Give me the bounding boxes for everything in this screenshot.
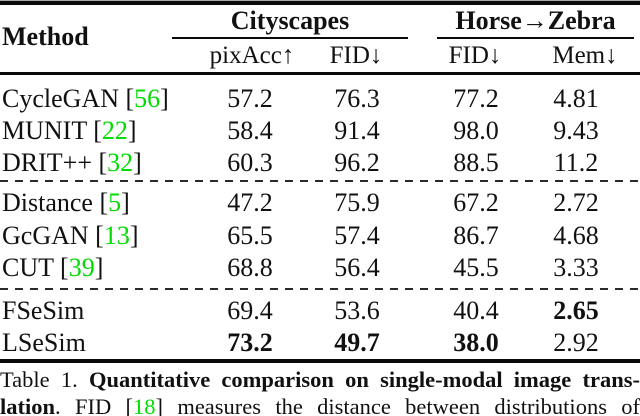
- table-caption: Table 1. Quantitative comparison on sing…: [0, 366, 640, 416]
- group-header-cityscapes: Cityscapes: [230, 6, 350, 35]
- pixacc-value: 65.5: [227, 221, 273, 250]
- column-header-mem: Mem↓: [552, 42, 618, 69]
- bracket-open: [: [91, 148, 108, 177]
- mem-value: 4.81: [553, 84, 599, 113]
- fid-cityscapes-value: 57.4: [334, 221, 380, 250]
- method-label: DRIT++: [2, 148, 92, 177]
- method-cell: DRIT++ [32]: [2, 148, 202, 178]
- column-header-fid-cityscapes: FID↓: [329, 42, 383, 69]
- pixacc-value: 73.2: [227, 328, 273, 357]
- method-label: MUNIT: [2, 116, 87, 145]
- mem-value: 4.68: [553, 221, 599, 250]
- method-label: CUT: [2, 253, 54, 282]
- fid-cityscapes-value: 53.6: [334, 296, 380, 325]
- fid-cityscapes-value: 49.7: [334, 328, 380, 357]
- table-row: CycleGAN [56] 57.2 76.3 77.2 4.81: [0, 84, 640, 114]
- fid-horse-zebra-value: 86.7: [453, 221, 499, 250]
- table-bottom-rule: [0, 359, 640, 363]
- table-row: CUT [39] 68.8 56.4 45.5 3.33: [0, 253, 640, 283]
- caption-title-part1: Quantitative comparison on single-modal …: [88, 367, 640, 392]
- mem-value: 9.43: [553, 116, 599, 145]
- pixacc-value: 69.4: [227, 296, 273, 325]
- column-header-fid-horse-zebra: FID↓: [448, 42, 502, 69]
- fid-cityscapes-value: 91.4: [334, 116, 380, 145]
- mem-value: 2.65: [553, 296, 599, 325]
- citation-link[interactable]: 5: [108, 188, 122, 217]
- caption-table-number: Table 1.: [0, 367, 89, 392]
- method-label: FSeSim: [2, 296, 85, 325]
- column-header-method: Method: [2, 22, 89, 51]
- method-cell: Distance [5]: [2, 188, 202, 218]
- caption-title-part2: lation: [0, 394, 56, 416]
- fid-horse-zebra-value: 88.5: [453, 148, 499, 177]
- method-cell: MUNIT [22]: [2, 116, 202, 146]
- group-header-horse-zebra: Horse→Zebra: [455, 6, 616, 35]
- table-row: LSeSim 73.2 49.7 38.0 2.92: [0, 328, 640, 358]
- caption-text: . FID [: [55, 394, 134, 416]
- method-label: GcGAN: [2, 221, 89, 250]
- cityscapes-cmidrule: [172, 37, 408, 39]
- fid-cityscapes-value: 75.9: [334, 188, 380, 217]
- table-row: FSeSim 69.4 53.6 40.4 2.65: [0, 296, 640, 326]
- bracket-open: [: [86, 116, 102, 145]
- table-row: MUNIT [22] 58.4 91.4 98.0 9.43: [0, 116, 640, 146]
- caption-line-1: Table 1. Quantitative comparison on sing…: [0, 366, 640, 393]
- fid-horse-zebra-value: 67.2: [453, 188, 499, 217]
- column-header-pixacc: pixAcc↑: [209, 42, 295, 69]
- method-cell: CUT [39]: [2, 253, 202, 283]
- mem-value: 11.2: [553, 148, 599, 177]
- horse-zebra-cmidrule: [437, 37, 634, 39]
- pixacc-value: 58.4: [227, 116, 273, 145]
- bracket-close: ]: [94, 253, 104, 282]
- mem-value: 2.92: [553, 328, 599, 357]
- method-cell: LSeSim: [2, 328, 202, 358]
- table-top-rule: [0, 1, 640, 5]
- citation-link[interactable]: 32: [107, 148, 134, 177]
- dashed-divider-2: [0, 288, 640, 290]
- table-row: GcGAN [13] 65.5 57.4 86.7 4.68: [0, 221, 640, 251]
- caption-text-continued: ] measures the distance between distribu…: [155, 394, 640, 416]
- citation-link[interactable]: 22: [101, 116, 128, 145]
- citation-link[interactable]: 56: [134, 84, 161, 113]
- method-label: CycleGAN: [2, 84, 119, 113]
- pixacc-value: 60.3: [227, 148, 273, 177]
- mem-value: 2.72: [553, 188, 599, 217]
- dashed-divider-1: [0, 180, 640, 182]
- top-rule-shadow: [0, 0, 640, 1]
- fid-cityscapes-value: 56.4: [334, 253, 380, 282]
- method-cell: GcGAN [13]: [2, 221, 202, 251]
- bracket-close: ]: [160, 84, 169, 113]
- pixacc-value: 47.2: [227, 188, 273, 217]
- citation-link[interactable]: 39: [68, 253, 95, 282]
- caption-line-2: lation. FID [18] measures the distance b…: [0, 393, 640, 416]
- pixacc-value: 68.8: [227, 253, 273, 282]
- fid-horse-zebra-value: 40.4: [453, 296, 499, 325]
- caption-citation-link[interactable]: 18: [133, 394, 156, 416]
- pixacc-value: 57.2: [227, 84, 273, 113]
- method-label: Distance: [2, 188, 93, 217]
- method-cell: FSeSim: [2, 296, 202, 326]
- bracket-close: ]: [133, 148, 142, 177]
- fid-horse-zebra-value: 98.0: [453, 116, 499, 145]
- bracket-close: ]: [129, 221, 139, 250]
- bracket-open: [: [88, 221, 104, 250]
- citation-link[interactable]: 13: [103, 221, 130, 250]
- fid-horse-zebra-value: 45.5: [453, 253, 499, 282]
- mem-value: 3.33: [553, 253, 599, 282]
- bracket-close: ]: [127, 116, 137, 145]
- table-row: DRIT++ [32] 60.3 96.2 88.5 11.2: [0, 148, 640, 178]
- bracket-open: [: [118, 84, 135, 113]
- fid-horse-zebra-value: 77.2: [453, 84, 499, 113]
- bracket-open: [: [53, 253, 69, 282]
- fid-cityscapes-value: 76.3: [334, 84, 380, 113]
- method-cell: CycleGAN [56]: [2, 84, 202, 114]
- header-bottom-rule: [0, 72, 640, 75]
- bracket-close: ]: [121, 188, 130, 217]
- table-row: Distance [5] 47.2 75.9 67.2 2.72: [0, 188, 640, 218]
- fid-cityscapes-value: 96.2: [334, 148, 380, 177]
- bracket-open: [: [92, 188, 109, 217]
- method-label: LSeSim: [2, 328, 86, 357]
- fid-horse-zebra-value: 38.0: [453, 328, 499, 357]
